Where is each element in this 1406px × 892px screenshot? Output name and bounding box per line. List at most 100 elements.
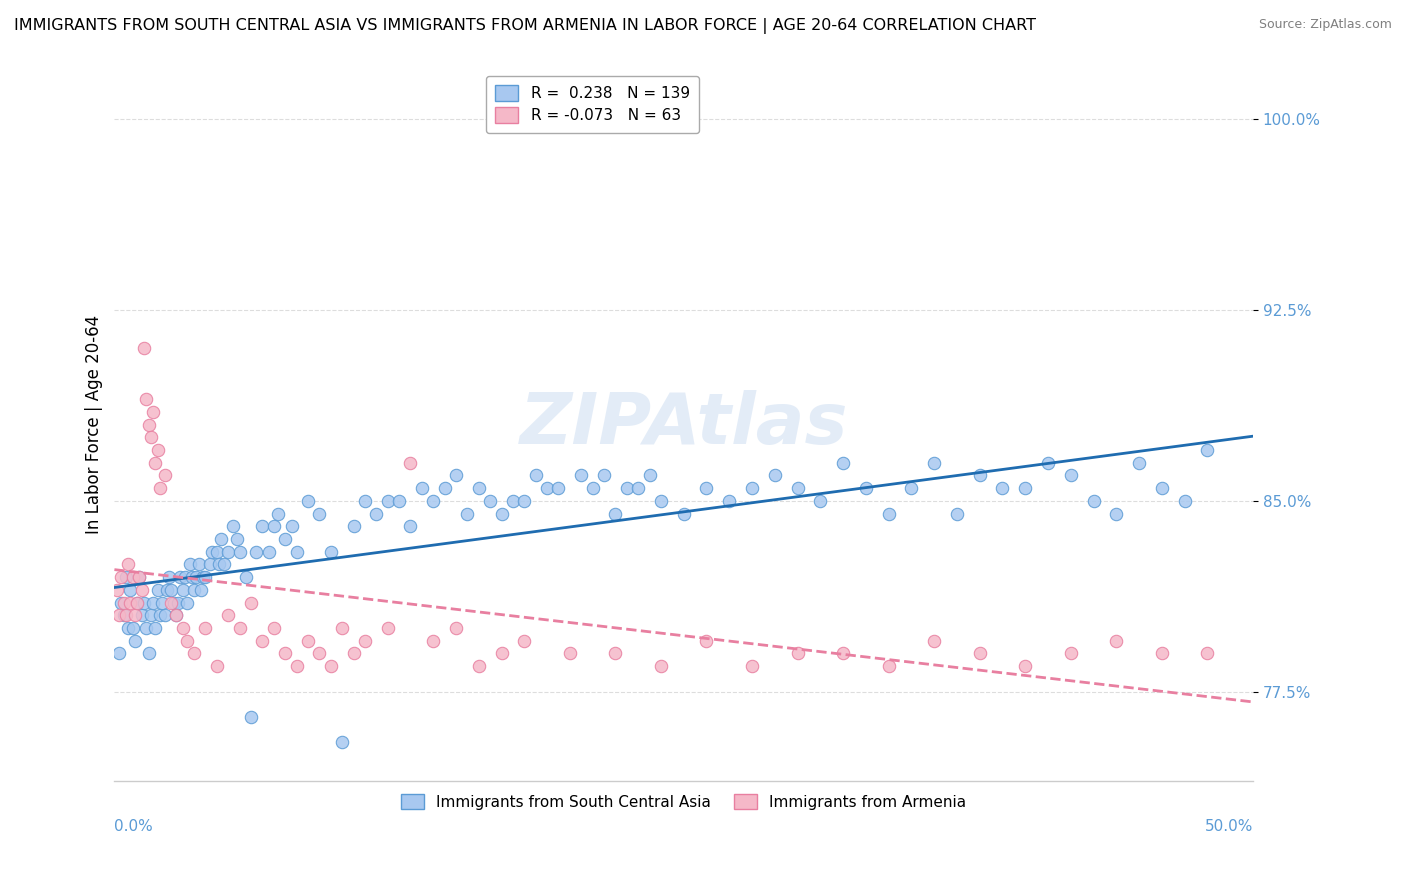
Point	[274, 532, 297, 546]
Point	[1014, 659, 1036, 673]
Point	[124, 633, 146, 648]
Point	[209, 532, 232, 546]
Point	[377, 493, 399, 508]
Point	[128, 570, 150, 584]
Point	[120, 596, 142, 610]
Point	[105, 582, 128, 597]
Point	[718, 493, 741, 508]
Point	[131, 582, 153, 597]
Point	[285, 659, 308, 673]
Point	[377, 621, 399, 635]
Point	[558, 647, 581, 661]
Point	[117, 621, 139, 635]
Point	[252, 633, 274, 648]
Point	[479, 493, 502, 508]
Point	[433, 481, 456, 495]
Point	[274, 647, 297, 661]
Point	[138, 647, 160, 661]
Point	[877, 507, 900, 521]
Point	[605, 647, 627, 661]
Point	[222, 519, 245, 533]
Point	[108, 608, 131, 623]
Point	[127, 596, 149, 610]
Point	[366, 507, 388, 521]
Point	[832, 456, 855, 470]
Point	[156, 582, 179, 597]
Point	[208, 558, 231, 572]
Point	[741, 481, 763, 495]
Point	[205, 545, 228, 559]
Point	[1060, 468, 1083, 483]
Point	[228, 545, 250, 559]
Point	[160, 596, 183, 610]
Point	[650, 659, 672, 673]
Point	[135, 392, 157, 406]
Legend: Immigrants from South Central Asia, Immigrants from Armenia: Immigrants from South Central Asia, Immi…	[395, 788, 973, 815]
Point	[217, 608, 239, 623]
Point	[194, 621, 217, 635]
Point	[399, 519, 422, 533]
Point	[281, 519, 304, 533]
Point	[121, 570, 143, 584]
Point	[165, 608, 187, 623]
Point	[226, 532, 249, 546]
Point	[190, 582, 212, 597]
Point	[124, 608, 146, 623]
Text: 50.0%: 50.0%	[1205, 819, 1253, 834]
Point	[354, 493, 377, 508]
Point	[342, 519, 364, 533]
Point	[193, 570, 215, 584]
Point	[212, 558, 235, 572]
Point	[169, 570, 191, 584]
Point	[1197, 442, 1219, 457]
Text: 0.0%: 0.0%	[114, 819, 153, 834]
Point	[877, 659, 900, 673]
Point	[139, 608, 162, 623]
Point	[1105, 633, 1128, 648]
Point	[593, 468, 616, 483]
Point	[1083, 493, 1105, 508]
Point	[217, 545, 239, 559]
Point	[422, 493, 444, 508]
Point	[605, 507, 627, 521]
Point	[110, 596, 132, 610]
Point	[672, 507, 695, 521]
Point	[581, 481, 603, 495]
Point	[180, 570, 202, 584]
Point	[146, 582, 169, 597]
Point	[121, 621, 143, 635]
Point	[149, 481, 172, 495]
Point	[128, 570, 150, 584]
Point	[900, 481, 922, 495]
Point	[558, 824, 581, 838]
Point	[297, 633, 319, 648]
Point	[786, 481, 808, 495]
Point	[832, 647, 855, 661]
Point	[183, 647, 205, 661]
Point	[120, 582, 142, 597]
Point	[491, 507, 513, 521]
Point	[1150, 647, 1173, 661]
Point	[167, 596, 190, 610]
Point	[1150, 481, 1173, 495]
Point	[127, 596, 149, 610]
Point	[263, 519, 285, 533]
Text: IMMIGRANTS FROM SOUTH CENTRAL ASIA VS IMMIGRANTS FROM ARMENIA IN LABOR FORCE | A: IMMIGRANTS FROM SOUTH CENTRAL ASIA VS IM…	[14, 18, 1036, 34]
Point	[165, 608, 187, 623]
Point	[1060, 647, 1083, 661]
Point	[162, 596, 184, 610]
Point	[112, 596, 135, 610]
Point	[969, 647, 991, 661]
Point	[252, 519, 274, 533]
Point	[741, 659, 763, 673]
Point	[491, 647, 513, 661]
Point	[135, 621, 157, 635]
Point	[235, 570, 257, 584]
Point	[267, 507, 290, 521]
Point	[145, 621, 167, 635]
Point	[547, 481, 569, 495]
Point	[969, 468, 991, 483]
Point	[616, 481, 638, 495]
Point	[297, 493, 319, 508]
Point	[138, 417, 160, 432]
